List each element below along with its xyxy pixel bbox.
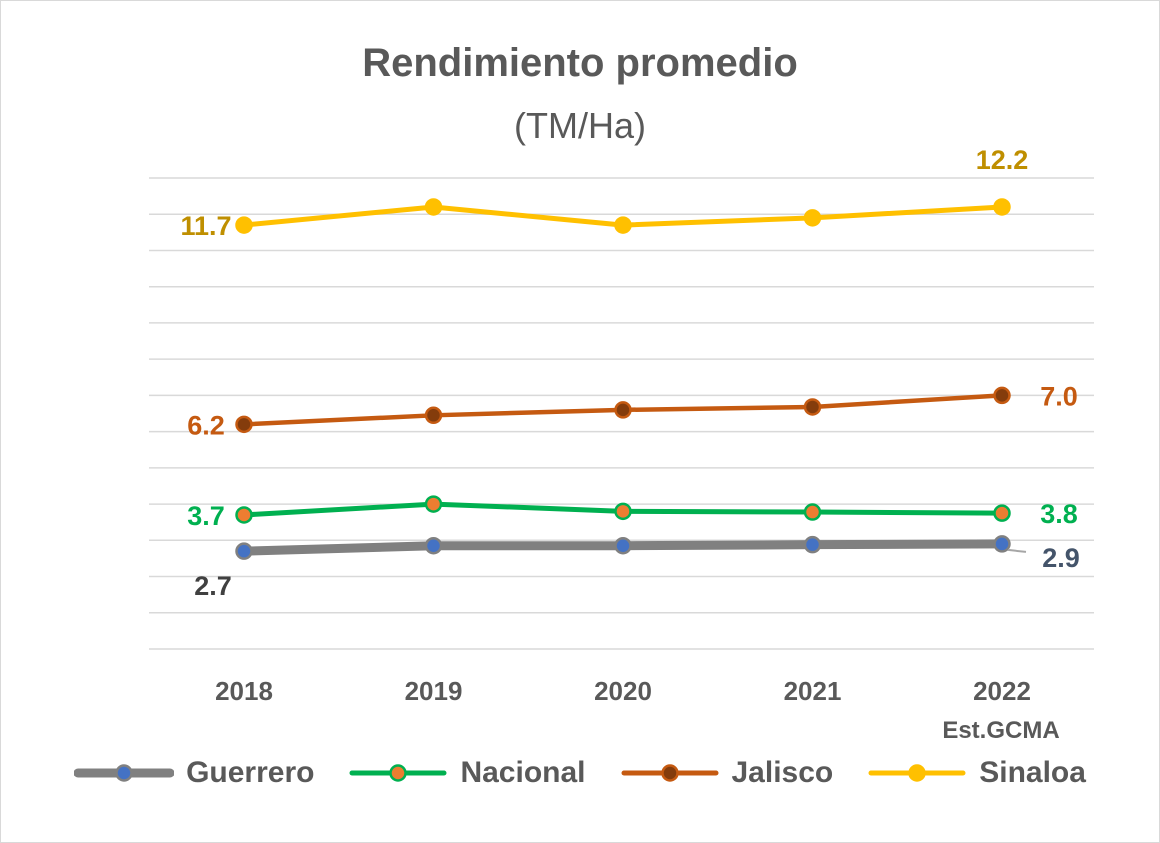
legend-item-jalisco: Jalisco <box>620 756 834 790</box>
data-labels: 2.7 2.9 3.7 3.8 6.2 7.0 11.7 12.2 <box>180 145 1079 601</box>
data-point <box>614 401 632 419</box>
legend-label: Jalisco <box>731 756 834 789</box>
legend: Guerrero Nacional Jalisco Sinaloa <box>1 756 1159 790</box>
data-point <box>803 503 822 521</box>
leader-line <box>1007 548 1027 553</box>
legend-swatch <box>621 764 718 782</box>
data-point <box>803 209 822 227</box>
data-point <box>424 495 443 513</box>
data-point <box>993 535 1011 553</box>
legend-swatch <box>74 764 175 782</box>
data-point <box>424 536 443 555</box>
data-label: 3.8 <box>1040 499 1078 529</box>
x-tick-label: 2021 <box>784 676 842 706</box>
chart-title: Rendimiento promedio <box>362 41 798 85</box>
gridlines <box>149 177 1094 650</box>
data-point <box>614 536 632 555</box>
data-point <box>424 198 443 216</box>
data-label: 2.7 <box>194 571 232 601</box>
data-point <box>424 406 443 425</box>
data-point <box>803 535 822 554</box>
x-axis-labels: 2018 2019 2020 2021 2022 Est.GCMA <box>215 676 1060 744</box>
data-point <box>993 198 1011 216</box>
series-guerrero <box>235 535 1011 560</box>
x-tick-note: Est.GCMA <box>942 717 1059 744</box>
data-point <box>235 542 253 560</box>
data-label: 7.0 <box>1040 381 1078 411</box>
legend-label: Nacional <box>460 756 586 789</box>
data-point <box>614 502 632 521</box>
data-label: 12.2 <box>976 145 1029 175</box>
x-tick-label: 2018 <box>215 676 273 706</box>
data-point <box>235 216 253 234</box>
legend-item-guerrero: Guerrero <box>74 756 314 790</box>
data-label: 2.9 <box>1042 543 1080 573</box>
chart-subtitle: (TM/Ha) <box>514 105 646 146</box>
series-lines <box>235 198 1011 560</box>
data-label: 11.7 <box>180 211 231 241</box>
series-nacional <box>235 495 1011 524</box>
data-label: 6.2 <box>187 410 225 440</box>
x-tick-label: 2020 <box>594 676 652 706</box>
series-sinaloa <box>235 198 1011 234</box>
series-jalisco <box>235 386 1011 434</box>
data-point <box>993 504 1011 522</box>
legend-label: Guerrero <box>186 756 315 789</box>
legend-swatch <box>868 764 966 782</box>
data-label: 3.7 <box>187 501 225 531</box>
data-point <box>235 415 253 434</box>
legend-swatch <box>349 764 447 782</box>
data-point <box>614 216 632 234</box>
x-tick-label: 2022 <box>973 676 1031 706</box>
x-tick-label: 2019 <box>405 676 463 706</box>
legend-item-nacional: Nacional <box>348 756 586 790</box>
legend-item-sinaloa: Sinaloa <box>867 756 1086 790</box>
data-point <box>235 506 253 524</box>
data-point <box>993 386 1011 405</box>
data-point <box>803 398 822 416</box>
legend-label: Sinaloa <box>979 756 1086 789</box>
